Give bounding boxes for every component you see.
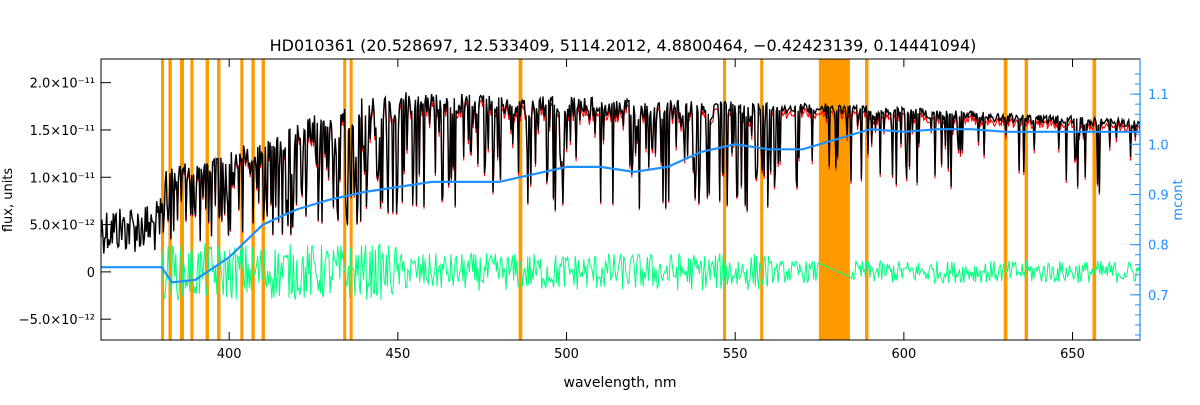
observed-spectrum-layer — [100, 92, 1141, 254]
x-tick-label-4: 600 — [891, 347, 916, 362]
x-tick-label-2: 500 — [554, 347, 579, 362]
chart-title: HD010361 (20.528697, 12.533409, 5114.201… — [270, 36, 977, 55]
masked-region-11 — [518, 59, 523, 340]
x-tick-label-3: 550 — [723, 347, 748, 362]
masked-region-16 — [1003, 59, 1008, 340]
x-tick-label-0: 400 — [217, 347, 242, 362]
masked-region-10 — [349, 59, 353, 340]
y-right-tick-label-2: 0.9 — [1148, 188, 1169, 203]
y-right-tick-label-1: 1.0 — [1148, 138, 1169, 153]
x-axis-label: wavelength, nm — [564, 375, 677, 391]
y-left-tick-label-2: 1.0×10⁻¹¹ — [30, 171, 95, 186]
residual-layer — [161, 242, 1141, 301]
y-right-tick-label-0: 1.1 — [1148, 88, 1169, 103]
masked-region-4 — [205, 59, 209, 340]
continuum-layer — [101, 128, 1140, 284]
y-axis-label-left: flux, units — [1, 168, 16, 233]
masked-region-15 — [865, 59, 869, 340]
masked-region-17 — [1024, 59, 1029, 340]
masked-region-14 — [818, 59, 850, 340]
x-tick-label-1: 450 — [385, 347, 410, 362]
y-left-tick-label-4: 0 — [87, 266, 95, 281]
x-tick-label-5: 650 — [1060, 347, 1085, 362]
y-left-tick-label-0: 2.0×10⁻¹¹ — [30, 77, 95, 92]
residual-line — [161, 242, 1141, 301]
y-left-tick-label-1: 1.5×10⁻¹¹ — [30, 124, 95, 139]
masked-region-0 — [161, 59, 165, 340]
y-right-tick-label-3: 0.8 — [1148, 239, 1169, 254]
y-left-tick-label-3: 5.0×10⁻¹² — [30, 219, 95, 234]
masked-region-12 — [723, 59, 727, 340]
plot-frame — [100, 58, 1141, 341]
y-left-tick-label-5: −5.0×10⁻¹² — [19, 313, 95, 328]
y-axis-label-right: mcont — [1171, 179, 1186, 220]
masked-region-9 — [343, 59, 347, 340]
masked-region-18 — [1092, 59, 1097, 340]
observed-spectrum-line — [100, 92, 1141, 254]
masked-region-13 — [760, 59, 764, 340]
axes-layer: 400 450 500 550 600 650 2.0×10⁻¹¹ 1.5×10⁻¹¹ 1.0×… — [19, 59, 1169, 362]
y-right-tick-label-4: 0.7 — [1148, 289, 1169, 304]
continuum-line — [101, 128, 1140, 284]
